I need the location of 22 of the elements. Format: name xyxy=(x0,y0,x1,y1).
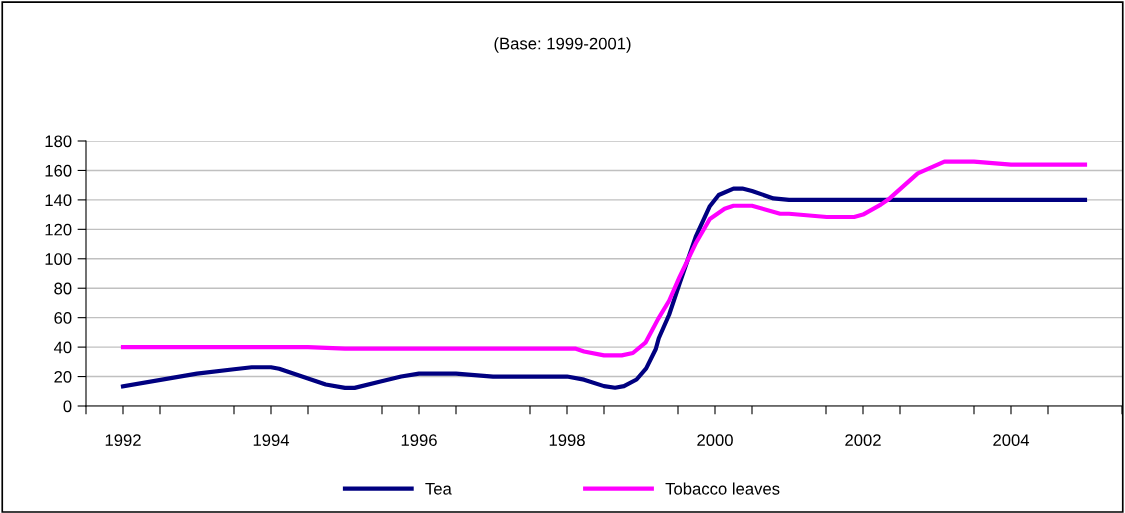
y-tick-label: 140 xyxy=(45,194,72,207)
y-tick-label: 180 xyxy=(45,135,72,148)
line-series xyxy=(120,186,1088,390)
legend-label: Tobacco leaves xyxy=(665,482,780,495)
chart-title: (Base: 1999-2001) xyxy=(494,37,631,53)
y-tick-label: 60 xyxy=(54,312,72,324)
x-tick-label: 2000 xyxy=(697,434,733,447)
legend-label: Tea xyxy=(425,483,452,495)
y-tick-label: 100 xyxy=(45,253,72,265)
y-tick-label: 160 xyxy=(45,164,72,177)
x-tick-label: 1994 xyxy=(253,434,290,447)
x-tick-label: 1992 xyxy=(105,434,141,447)
y-tick-label: 20 xyxy=(54,370,72,383)
y-tick-label: 80 xyxy=(54,282,72,295)
line-series xyxy=(120,159,1088,358)
x-tick-label: 2004 xyxy=(993,434,1030,447)
x-tick-label: 2002 xyxy=(845,434,881,447)
x-tick-label: 1996 xyxy=(401,434,437,447)
y-tick-label: 40 xyxy=(53,341,72,354)
y-tick-label: 0 xyxy=(63,400,72,413)
y-tick-label: 120 xyxy=(45,223,72,236)
x-tick-label: 1998 xyxy=(549,434,585,447)
